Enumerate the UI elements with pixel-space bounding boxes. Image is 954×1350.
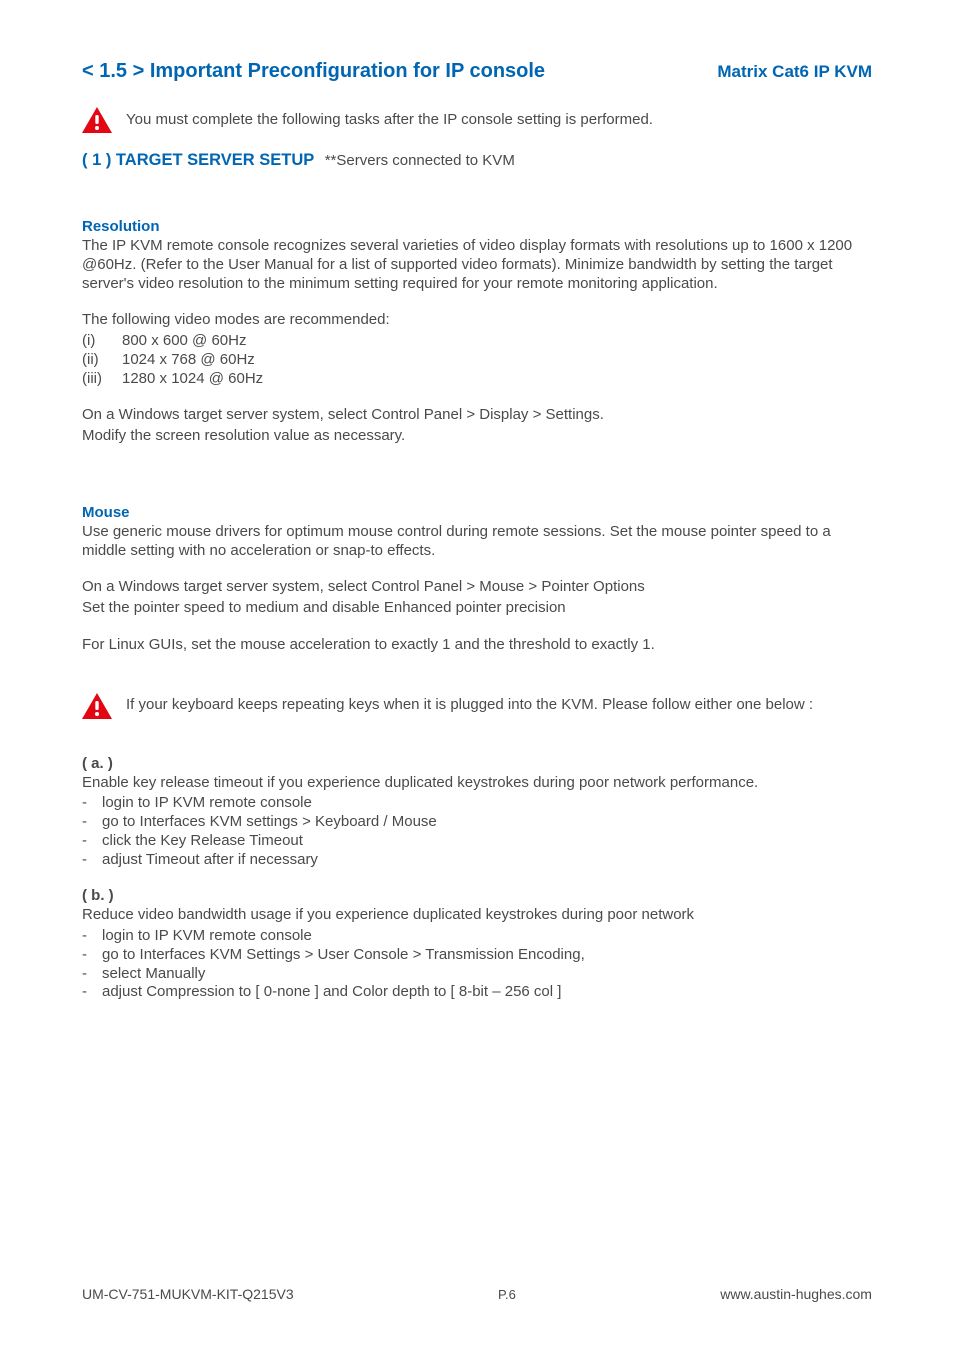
list-text: adjust Timeout after if necessary xyxy=(102,851,318,870)
list-item: -go to Interfaces KVM Settings > User Co… xyxy=(82,946,872,965)
list-text: adjust Compression to [ 0-none ] and Col… xyxy=(102,983,561,1002)
resolution-p2: The following video modes are recommende… xyxy=(82,311,872,330)
setup-note: **Servers connected to KVM xyxy=(325,152,515,169)
dash: - xyxy=(82,813,102,832)
list-item: -go to Interfaces KVM settings > Keyboar… xyxy=(82,813,872,832)
warning-row-2: If your keyboard keeps repeating keys wh… xyxy=(82,693,872,719)
resolution-p3b: Modify the screen resolution value as ne… xyxy=(82,427,872,446)
resolution-p3a: On a Windows target server system, selec… xyxy=(82,406,872,425)
mode-val: 800 x 600 @ 60Hz xyxy=(122,332,246,351)
warning-text-2: If your keyboard keeps repeating keys wh… xyxy=(126,696,813,715)
list-item: -adjust Compression to [ 0-none ] and Co… xyxy=(82,983,872,1002)
warning-icon xyxy=(82,693,112,719)
footer-url: www.austin-hughes.com xyxy=(720,1286,872,1302)
option-a-list: -login to IP KVM remote console -go to I… xyxy=(82,794,872,869)
list-text: click the Key Release Timeout xyxy=(102,832,303,851)
warning-icon xyxy=(82,107,112,133)
list-text: login to IP KVM remote console xyxy=(102,927,312,946)
option-b-label: ( b. ) xyxy=(82,887,872,904)
warning-text-1: You must complete the following tasks af… xyxy=(126,111,653,130)
dash: - xyxy=(82,832,102,851)
list-text: go to Interfaces KVM settings > Keyboard… xyxy=(102,813,437,832)
setup-label: ( 1 ) TARGET SERVER SETUP xyxy=(82,151,314,169)
list-item: -select Manually xyxy=(82,965,872,984)
dash: - xyxy=(82,794,102,813)
option-a-label: ( a. ) xyxy=(82,755,872,772)
option-a-intro: Enable key release timeout if you experi… xyxy=(82,774,872,793)
mode-val: 1280 x 1024 @ 60Hz xyxy=(122,370,263,389)
list-text: go to Interfaces KVM Settings > User Con… xyxy=(102,946,585,965)
list-item: -adjust Timeout after if necessary xyxy=(82,851,872,870)
section-title: < 1.5 > Important Preconfiguration for I… xyxy=(82,60,545,83)
mouse-heading: Mouse xyxy=(82,504,872,521)
mouse-p2a: On a Windows target server system, selec… xyxy=(82,578,872,597)
option-b-list: -login to IP KVM remote console -go to I… xyxy=(82,927,872,1002)
dash: - xyxy=(82,983,102,1002)
resolution-heading: Resolution xyxy=(82,218,872,235)
mode-num: (iii) xyxy=(82,370,122,389)
setup-heading-row: ( 1 ) TARGET SERVER SETUP **Servers conn… xyxy=(82,151,872,170)
mode-val: 1024 x 768 @ 60Hz xyxy=(122,351,255,370)
video-mode-item: (i) 800 x 600 @ 60Hz xyxy=(82,332,872,351)
dash: - xyxy=(82,851,102,870)
dash: - xyxy=(82,965,102,984)
list-item: -click the Key Release Timeout xyxy=(82,832,872,851)
list-text: login to IP KVM remote console xyxy=(102,794,312,813)
resolution-p1: The IP KVM remote console recognizes sev… xyxy=(82,237,872,293)
mouse-p1: Use generic mouse drivers for optimum mo… xyxy=(82,523,872,561)
dash: - xyxy=(82,946,102,965)
option-b-intro: Reduce video bandwidth usage if you expe… xyxy=(82,906,872,925)
warning-row-1: You must complete the following tasks af… xyxy=(82,107,872,133)
mouse-p3: For Linux GUIs, set the mouse accelerati… xyxy=(82,636,872,655)
video-mode-item: (ii) 1024 x 768 @ 60Hz xyxy=(82,351,872,370)
doc-code: UM-CV-751-MUKVM-KIT-Q215V3 xyxy=(82,1286,294,1302)
page-header: < 1.5 > Important Preconfiguration for I… xyxy=(82,60,872,83)
list-text: select Manually xyxy=(102,965,205,984)
list-item: -login to IP KVM remote console xyxy=(82,794,872,813)
mouse-p2b: Set the pointer speed to medium and disa… xyxy=(82,599,872,618)
list-item: -login to IP KVM remote console xyxy=(82,927,872,946)
mode-num: (i) xyxy=(82,332,122,351)
dash: - xyxy=(82,927,102,946)
video-modes-list: (i) 800 x 600 @ 60Hz (ii) 1024 x 768 @ 6… xyxy=(82,332,872,388)
page-number: P.6 xyxy=(498,1287,516,1302)
product-name: Matrix Cat6 IP KVM xyxy=(717,62,872,82)
mode-num: (ii) xyxy=(82,351,122,370)
video-mode-item: (iii) 1280 x 1024 @ 60Hz xyxy=(82,370,872,389)
page-footer: UM-CV-751-MUKVM-KIT-Q215V3 P.6 www.austi… xyxy=(82,1286,872,1302)
